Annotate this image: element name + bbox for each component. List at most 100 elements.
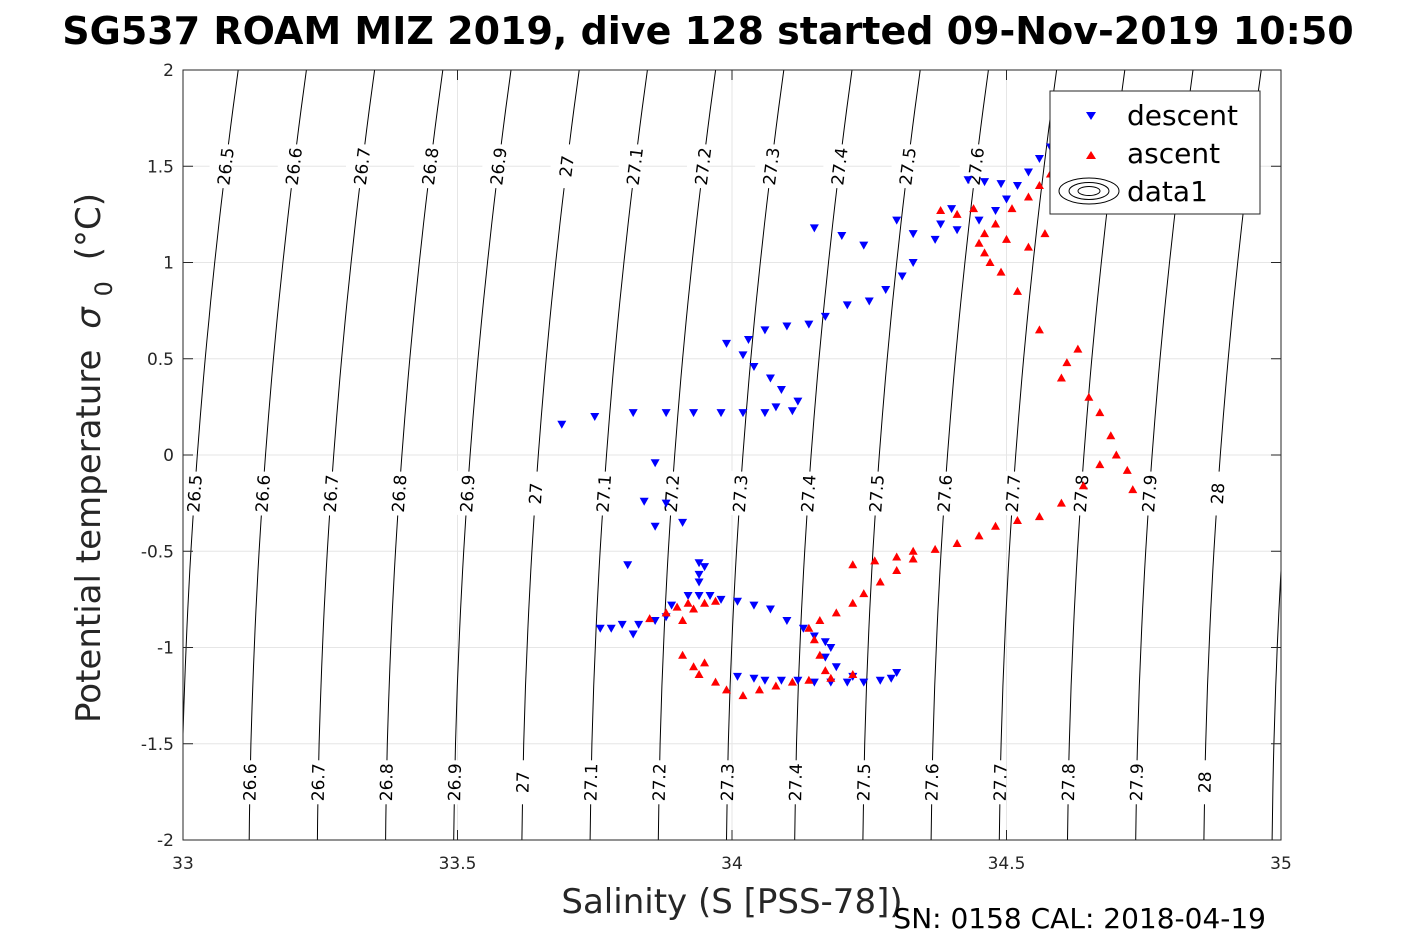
isopycnal-label: 26.8 [377, 763, 398, 801]
ascent-point [991, 521, 1001, 530]
isopycnal-label: 27.5 [854, 763, 875, 801]
ascent-point [678, 616, 688, 625]
isopycnal-line [316, 70, 376, 840]
descent-point [809, 224, 819, 233]
ascent-point [1095, 460, 1105, 469]
legend-descent-marker [1086, 112, 1096, 120]
ascent-point [952, 209, 962, 218]
ascent-point [683, 598, 693, 607]
ascent-point [875, 577, 885, 586]
isopycnal-label: 26.6 [253, 474, 276, 513]
isopycnal-label-bg [684, 142, 710, 189]
isopycnal-label-bg [301, 759, 323, 805]
ascent-point [848, 598, 858, 607]
ascent-point [1056, 498, 1066, 507]
descent-point [650, 617, 660, 626]
descent-point [765, 605, 775, 614]
ascent-point [848, 560, 858, 569]
isopycnal-label-bg [983, 759, 1005, 805]
descent-point [974, 216, 984, 225]
descent-point [760, 326, 770, 335]
descent-point [689, 409, 699, 418]
descent-point [826, 644, 836, 652]
data-points [557, 128, 1143, 700]
isopycnal-line [521, 70, 580, 840]
isopycnal-label: 26.7 [351, 146, 375, 186]
ascent-point [672, 602, 682, 611]
isopycnal-label-bg [479, 142, 506, 189]
x-tick-label: 34 [721, 854, 743, 874]
isopycnal-label-bg [343, 142, 369, 189]
ascent-point [831, 608, 841, 617]
footer-serial-cal: SN: 0158 CAL: 2018-04-19 [893, 902, 1266, 935]
isopycnal-label-bg [438, 759, 460, 805]
legend-descent-label: descent [1127, 99, 1238, 132]
ascent-point [1095, 408, 1105, 417]
ascent-point [1122, 465, 1132, 474]
y-tick-label: 1 [163, 254, 174, 274]
isopycnal-label: 27.6 [923, 763, 944, 801]
ascent-point [969, 204, 979, 213]
descent-point [952, 226, 962, 235]
isopycnal-label: 27.1 [594, 474, 617, 513]
x-tick-label: 35 [1270, 854, 1292, 874]
ascent-point [1034, 181, 1044, 189]
descent-point [820, 638, 830, 647]
isopycnal-label-bg [820, 142, 847, 189]
ascent-point [985, 258, 995, 266]
isopycnal-label-bg [889, 142, 915, 189]
ascent-point [1002, 234, 1011, 243]
isopycnal-label: 27 [526, 482, 547, 505]
y-axis-label-symbol: σ [69, 306, 109, 329]
isopycnal-label: 27.6 [935, 474, 958, 513]
isopycnal-label-bg [915, 759, 937, 805]
legend-data1-label: data1 [1127, 175, 1208, 208]
descent-point [732, 672, 742, 681]
descent-point [991, 207, 1001, 216]
ascent-point [930, 544, 940, 553]
isopycnal-label-bg [586, 470, 610, 516]
isopycnal-label: 27.7 [991, 763, 1012, 801]
isopycnal-label-bg [1063, 470, 1087, 516]
ascent-point [711, 596, 721, 605]
isopycnal-label: 28 [1196, 771, 1216, 793]
descent-point [864, 297, 874, 306]
ascent-point [974, 238, 984, 247]
isopycnal-label: 27.8 [1059, 763, 1080, 801]
descent-point [617, 620, 627, 629]
isopycnal-label-bg [710, 759, 732, 805]
isopycnal-label-bg [1188, 759, 1210, 805]
ascent-point [815, 616, 825, 625]
isopycnal-label-bg [616, 142, 642, 189]
ascent-point [754, 685, 764, 694]
descent-point [809, 678, 819, 687]
ascent-point [1012, 515, 1022, 524]
ascent-point [809, 635, 819, 644]
descent-point [897, 272, 907, 281]
descent-point [787, 407, 797, 416]
ascent-point [1007, 204, 1017, 213]
descent-point [606, 624, 616, 633]
descent-point [859, 678, 869, 687]
ascent-point [1106, 431, 1116, 440]
isopycnal-line [589, 70, 648, 840]
descent-point [859, 241, 869, 250]
descent-point [804, 320, 814, 329]
ascent-point [859, 589, 869, 598]
descent-point [557, 420, 567, 429]
ascent-point [980, 229, 990, 238]
ascent-point [848, 669, 858, 678]
ascent-point [974, 531, 984, 540]
descent-point [650, 459, 660, 468]
ascent-point [700, 598, 710, 607]
isopycnal-label-bg [313, 470, 337, 516]
y-tick-label: -1.5 [141, 735, 174, 755]
isopycnal-label-bg [1120, 759, 1142, 805]
descent-point [722, 339, 732, 348]
descent-point [782, 617, 792, 626]
descent-point [705, 592, 715, 601]
isopycnal-label-bg [654, 470, 678, 516]
isopycnal-label: 27.2 [692, 146, 716, 186]
descent-point [771, 403, 781, 412]
legend: descent ascent data1 [1049, 90, 1261, 215]
